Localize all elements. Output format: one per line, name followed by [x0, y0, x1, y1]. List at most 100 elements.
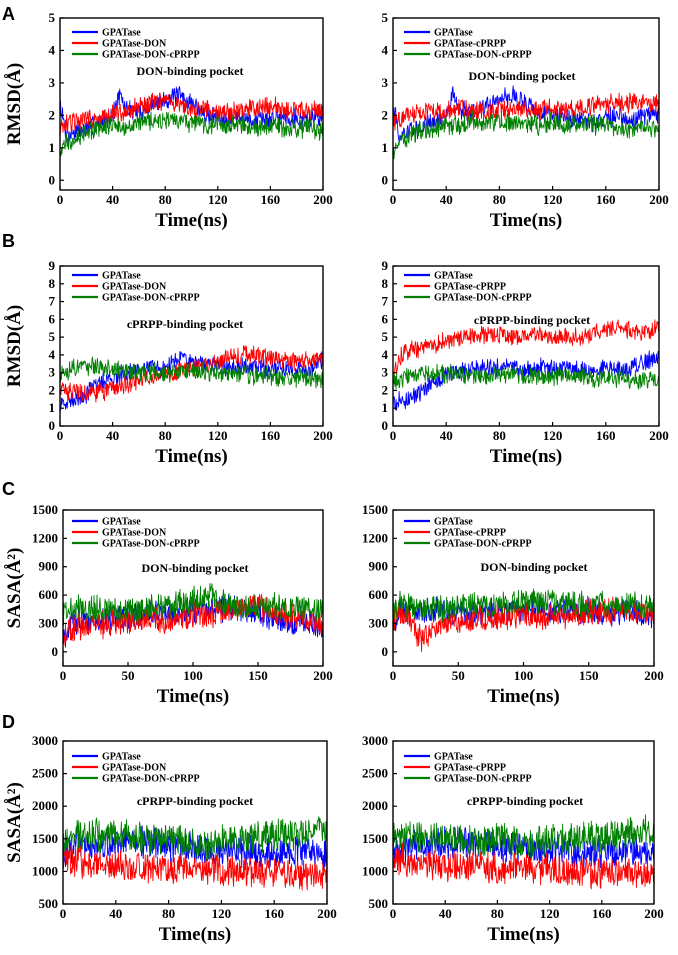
series-line-gpatase-don	[60, 345, 323, 403]
plot-c2: 0 50 100 150 200 0 300 600 900 1200 1500 Time(ns) GP…	[362, 502, 664, 707]
plot-frame	[392, 17, 660, 191]
series-line-gpatase-don	[60, 92, 323, 139]
y-tick-label: 3000	[362, 733, 388, 748]
y-tick-label: 1500	[362, 502, 388, 517]
plot-annotation: DON-binding pocket	[468, 69, 575, 83]
x-tick-label: 200	[313, 192, 333, 207]
y-tick-label: 0	[52, 644, 59, 659]
y-tick-label: 5	[382, 10, 389, 25]
legend-label: GPATase-cPRPP	[434, 763, 506, 774]
series-line-gpatase-don	[63, 842, 327, 891]
y-tick-label: 1000	[362, 863, 388, 878]
x-axis-label: Time(ns)	[157, 686, 229, 707]
plot-annotation: cPRPP-binding pocket	[127, 317, 243, 331]
x-tick-label: 40	[440, 428, 453, 443]
x-tick-label: 80	[159, 428, 172, 443]
x-tick-label: 120	[540, 906, 560, 921]
plot-d2: 0 40 80 120 160 200 500 1000 1500 2000 2500 3000 Tim…	[362, 733, 664, 945]
y-tick-label: 2	[49, 382, 56, 397]
legend-label: GPATase-DON	[102, 39, 167, 50]
y-tick-label: 9	[49, 258, 56, 273]
legend-label: GPATase-DON-cPRPP	[102, 293, 200, 304]
x-tick-label: 0	[57, 192, 64, 207]
y-tick-label: 5	[49, 329, 56, 344]
y-tick-label: 1	[49, 140, 56, 155]
x-tick-label: 200	[313, 668, 333, 683]
panel-label-b: B	[2, 231, 15, 251]
y-tick-label: 2500	[362, 766, 388, 781]
plot-c: 0 50 100 150 200 0 300 600 900 1200 1500 Time(ns) SA…	[4, 502, 333, 707]
x-axis-label: Time(ns)	[155, 446, 227, 467]
y-tick-label: 8	[49, 276, 56, 291]
y-tick-label: 1500	[32, 502, 58, 517]
legend-label: GPATase-DON-cPRPP	[434, 539, 532, 550]
plot-frame	[392, 509, 655, 667]
y-tick-label: 3	[382, 75, 389, 90]
x-axis-label: Time(ns)	[155, 210, 227, 231]
x-tick-label: 150	[248, 668, 268, 683]
x-tick-label: 160	[261, 428, 281, 443]
plots: 0 40 80 120 160 200012345Time(ns)RMSD(Å)GPATa…	[4, 10, 669, 945]
x-tick-label: 40	[106, 428, 119, 443]
legend-label: GPATase	[102, 28, 141, 39]
y-tick-label: 2000	[32, 798, 58, 813]
x-tick-label: 0	[60, 906, 67, 921]
x-tick-label: 160	[596, 428, 616, 443]
legend-label: GPATase-DON	[102, 528, 167, 539]
x-tick-label: 200	[317, 906, 337, 921]
series-line-gpatase-don-cprpp	[393, 814, 654, 860]
x-tick-label: 100	[514, 668, 534, 683]
y-tick-label: 0	[49, 418, 56, 433]
plot-annotation: cPRPP-binding pocket	[474, 313, 590, 327]
plot-annotation: cPRPP-binding pocket	[137, 794, 253, 808]
legend-label: GPATase	[102, 517, 141, 528]
y-tick-label: 0	[382, 172, 389, 187]
y-tick-label: 8	[382, 276, 389, 291]
legend-label: GPATase-cPRPP	[434, 282, 506, 293]
legend-label: GPATase-DON-cPRPP	[434, 293, 532, 304]
panel-label-a: A	[2, 4, 15, 24]
y-tick-label: 2500	[32, 766, 58, 781]
y-tick-label: 500	[39, 896, 59, 911]
y-tick-label: 1500	[32, 831, 58, 846]
x-tick-label: 200	[644, 668, 664, 683]
plot-b: 0 40 80 120 160 2000123456789Time(ns)RMSD(Å)G…	[4, 258, 333, 467]
x-axis-label: Time(ns)	[487, 924, 559, 945]
x-tick-label: 50	[452, 668, 465, 683]
series-line-gpatase-don-cprpp	[393, 110, 659, 161]
x-tick-label: 80	[491, 906, 504, 921]
legend-label: GPATase-DON-cPRPP	[102, 50, 200, 61]
plot-annotation: DON-binding pocket	[136, 64, 243, 78]
x-tick-label: 160	[596, 192, 616, 207]
y-tick-label: 900	[39, 559, 59, 574]
y-tick-label: 500	[369, 896, 389, 911]
y-tick-label: 1000	[32, 863, 58, 878]
y-tick-label: 9	[382, 258, 389, 273]
x-tick-label: 120	[543, 192, 563, 207]
series-line-gpatase-cprpp	[393, 842, 654, 890]
plot-annotation: DON-binding pocket	[480, 560, 587, 574]
y-tick-label: 0	[382, 644, 389, 659]
x-tick-label: 0	[60, 668, 67, 683]
x-tick-label: 0	[390, 668, 397, 683]
y-tick-label: 900	[369, 559, 389, 574]
x-tick-label: 40	[106, 192, 119, 207]
y-tick-label: 2	[382, 107, 389, 122]
y-tick-label: 0	[382, 418, 389, 433]
x-axis-label: Time(ns)	[490, 446, 562, 467]
x-tick-label: 0	[57, 428, 64, 443]
y-tick-label: 6	[49, 311, 56, 326]
legend-label: GPATase-DON-cPRPP	[102, 539, 200, 550]
y-tick-label: 1500	[362, 831, 388, 846]
x-tick-label: 0	[390, 906, 397, 921]
legend-label: GPATase-DON-cPRPP	[102, 774, 200, 785]
x-axis-label: Time(ns)	[159, 924, 231, 945]
x-tick-label: 0	[390, 192, 397, 207]
legend-label: GPATase-DON-cPRPP	[434, 774, 532, 785]
x-tick-label: 120	[212, 906, 232, 921]
y-tick-label: 600	[369, 587, 389, 602]
x-tick-label: 0	[390, 428, 397, 443]
x-tick-label: 200	[313, 428, 333, 443]
y-tick-label: 3	[49, 75, 56, 90]
